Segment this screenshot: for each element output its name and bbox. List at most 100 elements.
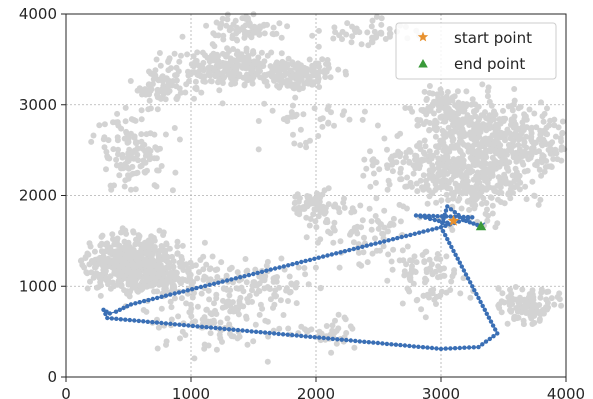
background-point-1670 xyxy=(478,200,485,207)
route-point-106 xyxy=(262,330,268,335)
background-point-1710 xyxy=(456,158,463,165)
background-point-398 xyxy=(91,264,98,271)
background-point-1237 xyxy=(123,128,130,135)
background-point-1917 xyxy=(482,123,488,130)
background-point-2765 xyxy=(367,148,373,155)
background-point-533 xyxy=(162,247,169,254)
background-point-2668 xyxy=(177,335,183,342)
background-point-563 xyxy=(110,283,117,290)
background-point-1747 xyxy=(486,165,493,172)
legend-label-start-point: start point xyxy=(454,29,532,47)
route-point-210 xyxy=(390,237,396,242)
background-point-534 xyxy=(143,276,149,283)
background-point-1230 xyxy=(118,125,125,132)
x-tick-label-0: 0 xyxy=(61,385,71,399)
background-point-2823 xyxy=(290,85,297,91)
route-point-101 xyxy=(285,332,290,337)
background-point-653 xyxy=(198,89,205,96)
background-point-1129 xyxy=(103,166,109,173)
background-point-1660 xyxy=(441,129,448,135)
background-point-546 xyxy=(97,292,104,299)
route-point-229 xyxy=(456,212,461,218)
background-point-2638 xyxy=(207,330,214,337)
background-point-1178 xyxy=(114,137,121,144)
background-point-525 xyxy=(117,251,124,257)
background-point-2831 xyxy=(325,120,332,127)
background-point-1050 xyxy=(147,87,154,94)
route-point-64 xyxy=(452,346,458,351)
route-point-203 xyxy=(360,244,365,249)
background-point-1252 xyxy=(138,162,145,169)
background-point-1858 xyxy=(456,138,463,145)
background-point-514 xyxy=(185,265,192,272)
background-point-2046 xyxy=(514,125,521,132)
background-point-2462 xyxy=(312,218,319,225)
background-point-2024 xyxy=(442,118,449,125)
route-point-104 xyxy=(271,331,277,336)
background-point-1703 xyxy=(469,201,476,208)
background-point-592 xyxy=(116,273,122,280)
background-point-2553 xyxy=(441,265,447,272)
background-point-2238 xyxy=(528,308,534,315)
background-point-2413 xyxy=(218,259,225,266)
background-point-2730 xyxy=(386,26,393,32)
background-point-1112 xyxy=(251,29,258,36)
background-point-1245 xyxy=(127,172,134,179)
route-point-112 xyxy=(235,327,241,333)
background-point-2113 xyxy=(528,133,535,140)
background-point-2450 xyxy=(400,203,407,210)
background-point-959 xyxy=(284,82,291,89)
background-point-955 xyxy=(279,59,286,66)
background-point-2815 xyxy=(374,122,381,129)
background-point-2557 xyxy=(428,287,435,294)
background-point-2022 xyxy=(421,88,428,95)
background-point-1099 xyxy=(212,32,219,39)
legend-start-star-icon xyxy=(417,31,429,42)
route-point-131 xyxy=(150,320,155,325)
background-point-2644 xyxy=(243,313,250,320)
y-tick-label-0: 0 xyxy=(47,368,57,386)
background-point-2304 xyxy=(310,197,317,203)
route-point-31 xyxy=(447,240,452,246)
background-point-1945 xyxy=(496,116,503,123)
background-point-1668 xyxy=(459,190,466,197)
background-point-2579 xyxy=(245,299,252,306)
background-point-2659 xyxy=(201,341,208,348)
background-point-517 xyxy=(174,243,181,250)
background-point-2791 xyxy=(389,161,396,168)
background-point-2442 xyxy=(355,249,362,256)
background-point-1463 xyxy=(438,197,445,204)
background-point-2059 xyxy=(519,153,525,160)
background-point-266 xyxy=(120,256,127,263)
legend-box xyxy=(395,22,557,80)
background-point-1088 xyxy=(284,23,291,30)
background-point-2128 xyxy=(538,141,545,148)
background-point-924 xyxy=(285,55,292,62)
background-point-2562 xyxy=(433,255,440,262)
background-point-2357 xyxy=(280,312,287,318)
route-point-38 xyxy=(461,268,467,273)
background-point-1020 xyxy=(168,65,174,72)
background-point-2736 xyxy=(368,23,375,30)
background-point-2272 xyxy=(306,193,313,200)
background-point-1758 xyxy=(454,143,461,150)
background-point-1872 xyxy=(463,101,470,108)
background-point-2297 xyxy=(294,191,301,198)
background-point-1576 xyxy=(435,170,442,177)
background-point-501 xyxy=(163,240,170,247)
background-point-2605 xyxy=(226,292,233,299)
route-point-208 xyxy=(382,239,387,244)
background-point-2742 xyxy=(369,17,376,24)
background-point-698 xyxy=(190,53,197,60)
background-point-2688 xyxy=(285,325,292,332)
background-point-1117 xyxy=(229,32,236,39)
route-point-95 xyxy=(312,335,317,340)
background-point-1661 xyxy=(505,190,512,197)
background-point-377 xyxy=(135,249,142,256)
background-point-1925 xyxy=(474,128,480,135)
background-point-812 xyxy=(258,49,265,56)
background-point-2778 xyxy=(406,158,413,165)
background-point-2221 xyxy=(517,294,523,301)
background-point-1755 xyxy=(465,198,472,205)
